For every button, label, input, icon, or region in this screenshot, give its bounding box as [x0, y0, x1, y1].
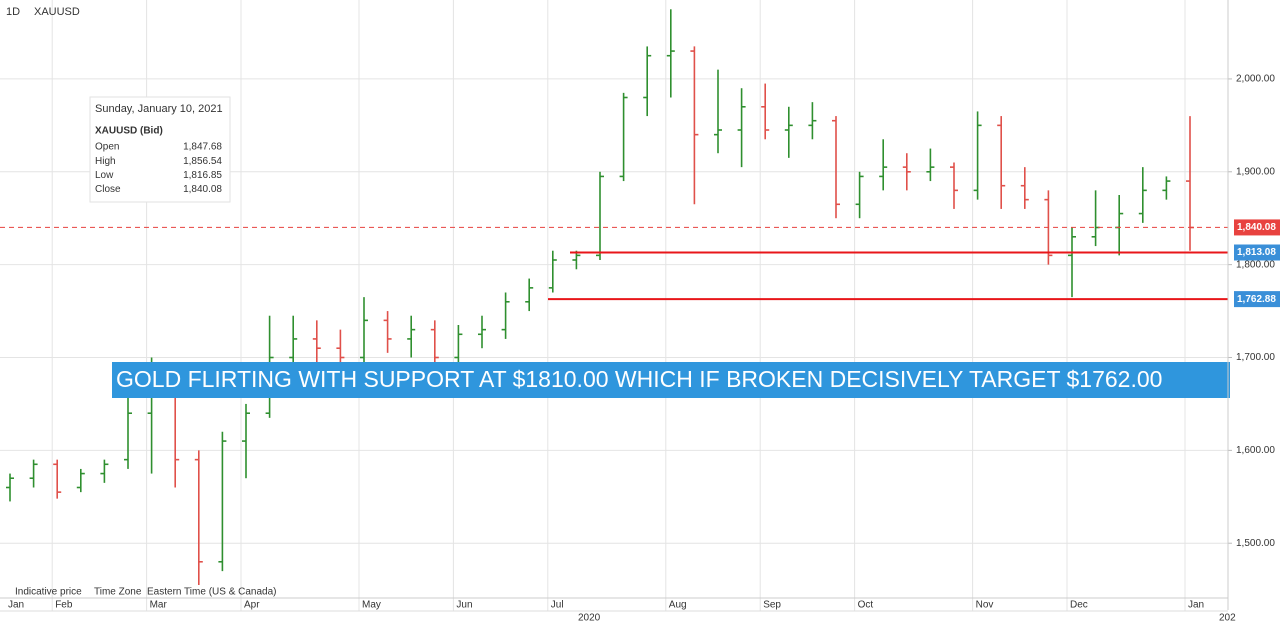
x-tick-label: Feb [55, 600, 73, 611]
annotation-banner [112, 362, 1230, 398]
y-tick-label: 1,600.00 [1236, 445, 1275, 456]
level-tag-label: 1,762.88 [1237, 294, 1276, 305]
footer: Indicative price [15, 587, 82, 598]
grid [0, 0, 1232, 611]
year-label: 202 [1219, 613, 1236, 624]
x-tick-label: Jul [551, 600, 564, 611]
x-tick-label: Aug [669, 600, 687, 611]
x-tick-label: Jan [8, 600, 24, 611]
info-date: Sunday, January 10, 2021 [95, 103, 223, 115]
info-label: Close [95, 184, 121, 195]
footer: Time Zone [94, 587, 142, 598]
annotation: GOLD FLIRTING WITH SUPPORT AT $1810.00 W… [116, 366, 1162, 392]
level-tag [1234, 291, 1280, 308]
x-tick-label: Oct [858, 600, 874, 611]
level-tag [1234, 244, 1280, 261]
level-tag [1234, 219, 1280, 236]
year-label: 2020 [578, 613, 601, 624]
info-value: 1,847.68 [183, 142, 222, 153]
x-tick-label: Mar [150, 600, 168, 611]
y-tick-label: 1,500.00 [1236, 538, 1275, 549]
footer: Eastern Time (US & Canada) [147, 587, 277, 598]
timeframe: 1D [6, 6, 20, 18]
y-tick-label: 2,000.00 [1236, 74, 1275, 85]
info-value: 1,856.54 [183, 156, 222, 167]
level-tag-label: 1,813.08 [1237, 247, 1276, 258]
info-symbol: XAUUSD (Bid) [95, 126, 163, 137]
info-box [89, 96, 231, 203]
x-tick-label: Sep [763, 600, 781, 611]
x-tick-label: Jun [456, 600, 472, 611]
info-label: High [95, 156, 116, 167]
x-tick-label: Nov [976, 600, 994, 611]
bars [6, 9, 1194, 585]
info-label: Low [95, 170, 114, 181]
overlay: 1,840.08 1,813.08 1,762.88 GOLD FLIRTING WI… [0, 219, 1280, 398]
y-tick-label: 1,800.00 [1236, 259, 1275, 270]
info-value: 1,816.85 [183, 170, 222, 181]
x-tick-label: Dec [1070, 600, 1088, 611]
symbol: XAUUSD [34, 6, 80, 18]
level-tag-label: 1,840.08 [1237, 222, 1276, 233]
y-tick-label: 1,700.00 [1236, 352, 1275, 363]
info-label: Open [95, 142, 119, 153]
info-value: 1,840.08 [183, 184, 222, 195]
x-tick-label: Apr [244, 600, 260, 611]
x-tick-label: Jan [1188, 600, 1204, 611]
y-tick-label: 1,900.00 [1236, 166, 1275, 177]
x-tick-label: May [362, 600, 381, 611]
